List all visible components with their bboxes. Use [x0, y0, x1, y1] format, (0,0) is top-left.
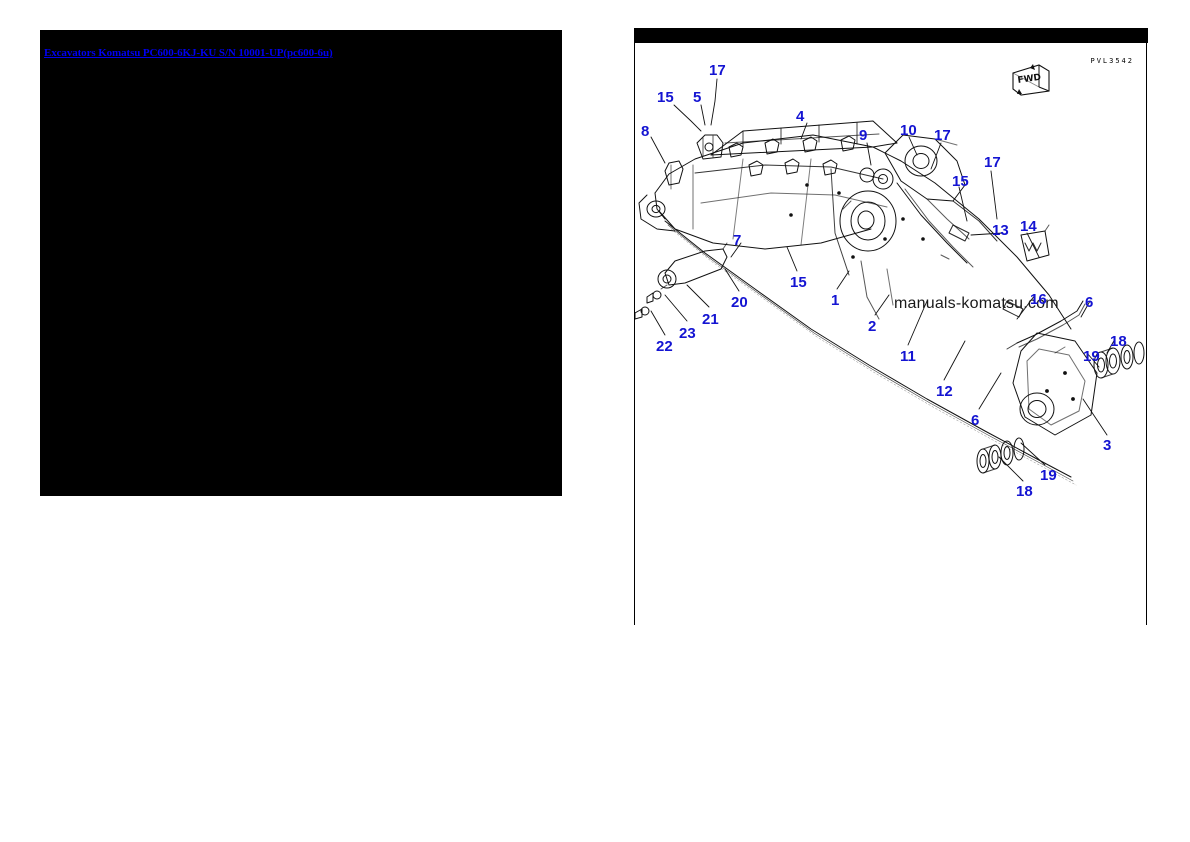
callout-number: 7	[733, 232, 742, 249]
callout-number: 4	[796, 108, 805, 125]
callout-number: 18	[1110, 333, 1127, 350]
callout-number: 13	[992, 222, 1009, 239]
boom-assembly-drawing	[635, 78, 1145, 486]
callout-number: 16	[1030, 291, 1047, 308]
fwd-direction-icon: FWD	[1009, 61, 1053, 97]
callout-number: 6	[1085, 294, 1094, 311]
callout-number: 8	[641, 123, 650, 140]
callout-number: 5	[693, 89, 702, 106]
callout-number: 10	[900, 122, 917, 139]
callout-number: 3	[1103, 437, 1112, 454]
callout-number: 15	[952, 173, 969, 190]
callout-number: 19	[1083, 348, 1100, 365]
drawing-frame: PVL3542 FWD	[634, 43, 1147, 625]
callout-number: 19	[1040, 467, 1057, 484]
callout-number: 15	[657, 89, 674, 106]
callout-number: 20	[731, 294, 748, 311]
callout-number: 17	[934, 127, 951, 144]
callout-number: 23	[679, 325, 696, 342]
catalog-navigation-panel: Excavators Komatsu PC600-6KJ-KU S/N 1000…	[40, 30, 562, 496]
callout-number: 17	[709, 62, 726, 79]
callout-number: 14	[1020, 218, 1037, 235]
drawing-number-label: PVL3542	[1090, 57, 1134, 65]
callout-number: 9	[859, 127, 868, 144]
callout-number: 11	[900, 348, 916, 365]
callout-number: 1	[831, 292, 840, 309]
catalog-breadcrumb-link[interactable]: Excavators Komatsu PC600-6KJ-KU S/N 1000…	[44, 47, 333, 59]
callout-number: 6	[971, 412, 980, 429]
callout-number: 15	[790, 274, 807, 291]
callout-number: 12	[936, 383, 953, 400]
parts-drawing-panel: PVL3542 FWD	[634, 28, 1148, 626]
svg-text:FWD: FWD	[1017, 73, 1042, 86]
callout-number: 21	[702, 311, 719, 328]
drawing-header-bar	[634, 28, 1148, 43]
callout-number: 18	[1016, 483, 1033, 500]
callout-number: 22	[656, 338, 673, 355]
callout-number: 2	[868, 318, 877, 335]
callout-number: 17	[984, 154, 1001, 171]
